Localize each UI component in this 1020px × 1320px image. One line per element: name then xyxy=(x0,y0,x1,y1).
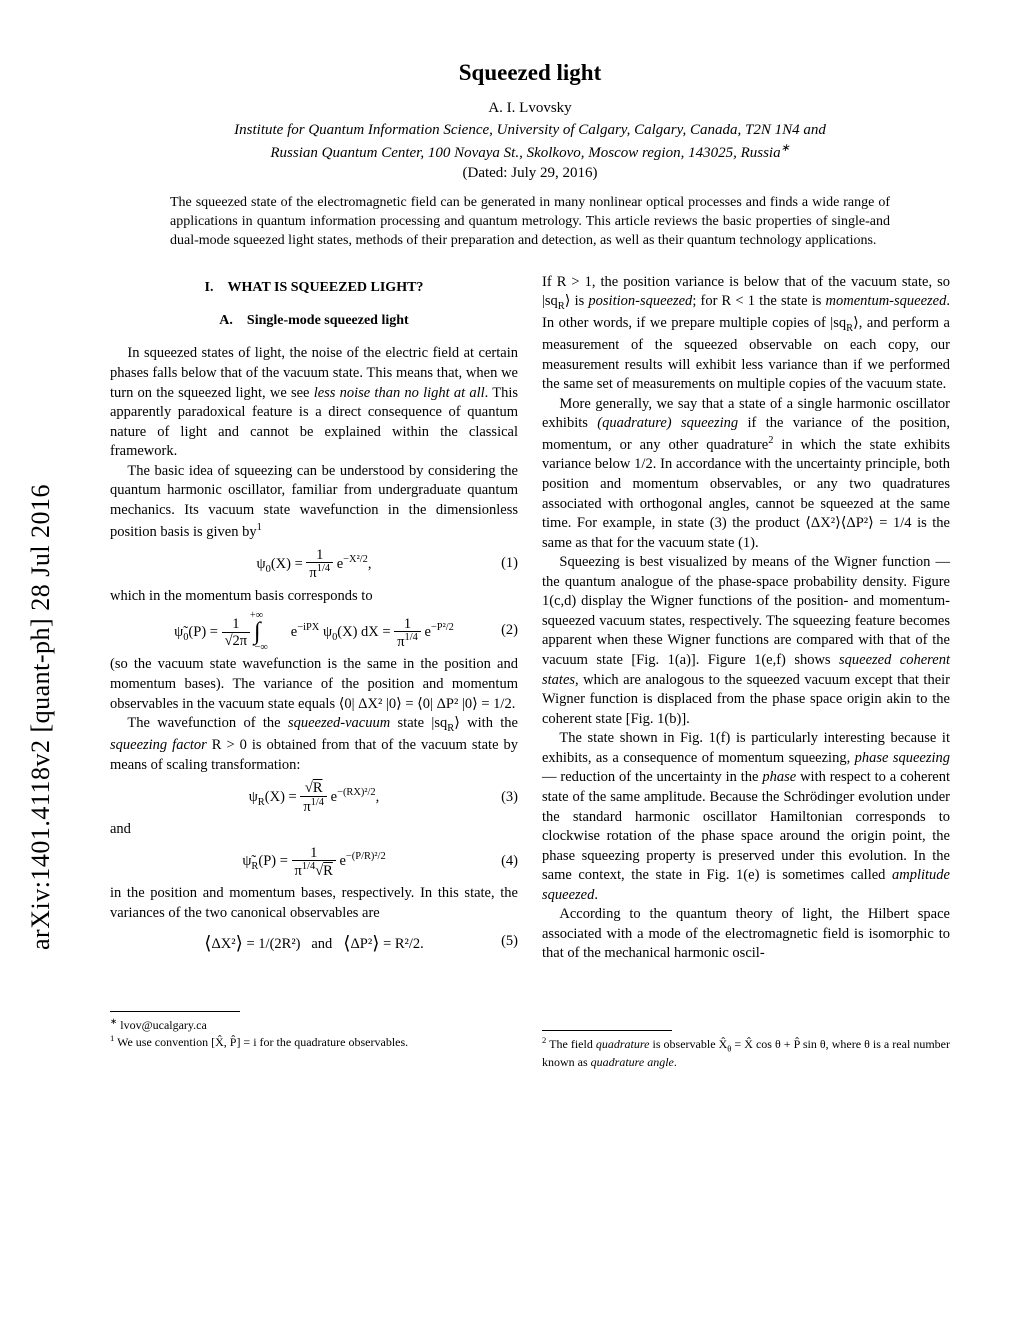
footnote-text: is observable X̂ xyxy=(649,1037,727,1051)
subsection-heading: A. Single-mode squeezed light xyxy=(110,312,518,331)
footnote-text: . xyxy=(674,1055,677,1069)
footnote-rule xyxy=(542,1030,672,1031)
eq-number: (1) xyxy=(501,555,518,575)
text-italic: phase xyxy=(762,769,796,785)
para: in the position and momentum bases, resp… xyxy=(110,884,518,923)
equation-5: ⟨ΔX²⟩ = 1/(2R²) and ⟨ΔP²⟩ = R²/2. (5) xyxy=(110,930,518,955)
paper-title: Squeezed light xyxy=(110,60,950,86)
author-line: A. I. Lvovsky xyxy=(110,100,950,117)
equation-1: ψ0(X) = 1π1/4 e−X²/2, (1) xyxy=(110,548,518,581)
spacer xyxy=(110,961,518,997)
para: The basic idea of squeezing can be under… xyxy=(110,462,518,542)
eq-number: (4) xyxy=(501,852,518,872)
footnote-rule xyxy=(110,1011,240,1012)
para: The wavefunction of the squeezed-vacuum … xyxy=(110,714,518,775)
two-column-body: I. WHAT IS SQUEEZED LIGHT? A. Single-mod… xyxy=(110,273,950,1071)
para: According to the quantum theory of light… xyxy=(542,905,950,964)
para: and xyxy=(110,820,518,840)
footnotes-right: 2 The field quadrature is observable X̂θ… xyxy=(542,1035,950,1070)
dated-line: (Dated: July 29, 2016) xyxy=(110,165,950,182)
footnote-mark: 1 xyxy=(257,522,262,533)
para: Squeezing is best visualized by means of… xyxy=(542,553,950,729)
footnote-text-italic: quadrature xyxy=(596,1037,650,1051)
text: ⟩ is xyxy=(565,293,589,309)
affiliation-line1: Institute for Quantum Information Scienc… xyxy=(110,121,950,141)
text: The wavefunction of the xyxy=(127,715,288,731)
para: The state shown in Fig. 1(f) is particul… xyxy=(542,729,950,905)
para: If R > 1, the position variance is below… xyxy=(542,273,950,395)
text-italic: momentum-squeezed xyxy=(826,293,947,309)
para: which in the momentum basis corresponds … xyxy=(110,587,518,607)
text-italic: position-squeezed xyxy=(588,293,692,309)
text: The basic idea of squeezing can be under… xyxy=(110,463,518,540)
text-italic: squeezed-vacuum xyxy=(288,715,390,731)
footnotes-left: ∗ lvov@ucalgary.ca 1 We use convention [… xyxy=(110,1016,518,1051)
abstract: The squeezed state of the electromagneti… xyxy=(170,194,890,251)
text-italic: squeezing factor xyxy=(110,737,207,753)
page-content: Squeezed light A. I. Lvovsky Institute f… xyxy=(0,0,1020,1120)
eq-number: (3) xyxy=(501,788,518,808)
text: in which the state exhibits variance bel… xyxy=(542,437,950,551)
equation-2: ψ̃0(P) = 1√2π ∫−∞+∞ e−iPX ψ0(X) dX = 1π1… xyxy=(110,612,518,649)
footnote-text-italic: quadrature angle xyxy=(591,1055,674,1069)
eq-number: (5) xyxy=(501,932,518,952)
text: , which are analogous to the squeezed va… xyxy=(542,672,950,727)
text-italic: phase squeezing xyxy=(855,750,950,766)
para: More generally, we say that a state of a… xyxy=(542,395,950,553)
equation-3: ψR(X) = √Rπ1/4 e−(RX)²/2, (3) xyxy=(110,781,518,814)
text: Squeezing is best visualized by means of… xyxy=(542,554,950,668)
text: . xyxy=(594,887,598,903)
arxiv-watermark: arXiv:1401.4118v2 [quant-ph] 28 Jul 2016 xyxy=(26,484,56,950)
affil-footnote-mark: ∗ xyxy=(781,142,790,154)
text: ⟩ with the xyxy=(454,715,518,731)
para: (so the vacuum state wavefunction is the… xyxy=(110,655,518,714)
footnote-text: lvov@ucalgary.ca xyxy=(117,1018,207,1032)
section-heading: I. WHAT IS SQUEEZED LIGHT? xyxy=(110,279,518,298)
text-italic: less noise than no light at all xyxy=(314,385,485,401)
footnote-text: We use convention [X̂, P̂] = i for the q… xyxy=(114,1035,408,1049)
text-italic: (quadrature) squeezing xyxy=(597,415,738,431)
spacer xyxy=(542,964,950,1016)
affiliation-text: Russian Quantum Center, 100 Novaya St., … xyxy=(270,145,780,161)
para: In squeezed states of light, the noise o… xyxy=(110,344,518,461)
text: ; for R < 1 the state is xyxy=(692,293,825,309)
footnote-text: The field xyxy=(546,1037,596,1051)
text: — reduction of the uncertainty in the xyxy=(542,769,762,785)
eq-number: (2) xyxy=(501,621,518,641)
affiliation-line2: Russian Quantum Center, 100 Novaya St., … xyxy=(110,141,950,164)
equation-4: ψ̃R(P) = 1π1/4√R e−(P/R)²/2 (4) xyxy=(110,846,518,879)
text: state |sq xyxy=(390,715,447,731)
text: with respect to a coherent state of the … xyxy=(542,769,950,883)
